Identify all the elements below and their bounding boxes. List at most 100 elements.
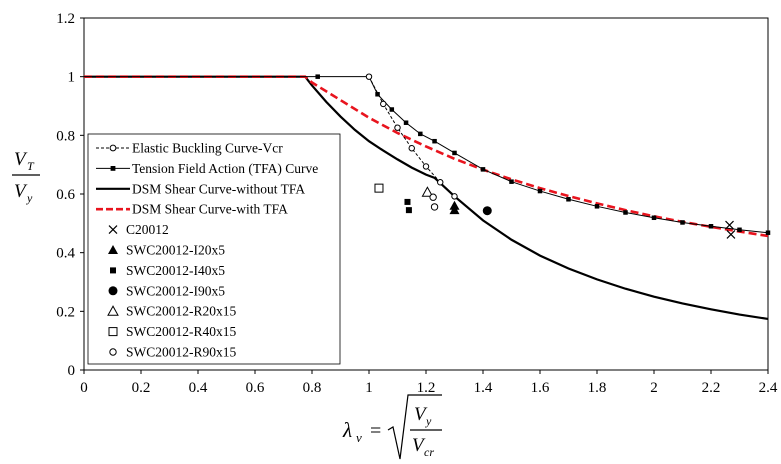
series-point — [375, 92, 380, 97]
series-point — [403, 120, 409, 125]
xlabel-den-sub: cr — [424, 445, 434, 459]
xlabel-den-main: V — [412, 435, 426, 456]
series-point — [566, 197, 571, 202]
data-point — [725, 220, 734, 230]
series-point — [408, 145, 415, 152]
series-point — [480, 167, 486, 172]
legend-item: C20012 — [108, 222, 169, 237]
series-point — [623, 210, 628, 215]
series-point — [432, 138, 437, 144]
series-point — [452, 150, 457, 156]
x-tick-label: 1.8 — [588, 380, 607, 396]
legend-item: SWC20012-I20x5 — [108, 243, 225, 258]
data-point — [430, 203, 439, 211]
y-tick-label: 1 — [68, 70, 76, 86]
legend-label: C20012 — [126, 222, 169, 237]
xlabel-lhs-main: λ — [342, 418, 352, 442]
x-tick-label: 0.6 — [246, 380, 265, 396]
series-point — [315, 74, 320, 79]
legend-item: SWC20012-R20x15 — [107, 304, 237, 319]
legend-marker — [108, 225, 118, 235]
legend-marker — [109, 144, 117, 152]
legend-label: SWC20012-I40x5 — [126, 263, 225, 278]
y-tick-label: 0.8 — [56, 128, 75, 144]
legend-box — [87, 133, 341, 365]
legend-item: Tension Field Action (TFA) Curve — [96, 161, 318, 176]
legend-marker — [109, 348, 117, 356]
data-point — [429, 193, 437, 201]
x-tick-label: 1.4 — [474, 380, 493, 396]
legend-marker — [108, 245, 118, 254]
series-point — [365, 73, 373, 80]
legend-item: SWC20012-I90x5 — [108, 283, 225, 298]
y-tick-label: 1.2 — [56, 11, 75, 27]
y-axis: 0 0.2 0.4 0.6 0.8 1 1.2 — [56, 11, 84, 379]
x-tick-label: 2.2 — [702, 380, 721, 396]
ylabel-num-main: V — [14, 149, 28, 170]
legend-label: SWC20012-R90x15 — [126, 345, 237, 360]
legend-label: Elastic Buckling Curve-Vcr — [132, 141, 283, 156]
x-tick-label: 2.4 — [759, 380, 778, 396]
legend-marker — [107, 305, 119, 316]
x-axis-label: λ v = V y V cr — [342, 394, 442, 460]
series-line — [84, 75, 769, 321]
xlabel-num-sub: y — [425, 414, 432, 428]
series-point — [594, 204, 600, 209]
legend-item: SWC20012-R90x15 — [109, 345, 237, 360]
x-tick-label: 1.2 — [417, 380, 436, 396]
points-layer — [374, 183, 736, 239]
ylabel-den-main: V — [14, 181, 28, 202]
legend-item: SWC20012-I40x5 — [110, 263, 225, 278]
legend-label: DSM Shear Curve-without TFA — [132, 181, 305, 196]
data-point — [482, 206, 492, 216]
xlabel-lhs-sub: v — [356, 430, 362, 445]
x-tick-label: 0.4 — [189, 380, 208, 396]
series-point — [437, 179, 444, 186]
legend-label: SWC20012-I20x5 — [126, 243, 225, 258]
y-tick-label: 0.6 — [56, 187, 75, 203]
series-point — [537, 188, 543, 194]
legend-marker — [110, 267, 116, 274]
legend-item: DSM Shear Curve-without TFA — [96, 181, 305, 196]
data-point — [374, 183, 384, 193]
data-point — [404, 198, 411, 205]
legend-item: DSM Shear Curve-with TFA — [96, 202, 288, 217]
legend-label: SWC20012-R40x15 — [126, 324, 237, 339]
ylabel-num-sub: T — [27, 159, 35, 173]
series-point — [389, 107, 395, 112]
legend-label: DSM Shear Curve-with TFA — [132, 202, 288, 217]
x-axis: 0 0.2 0.4 0.6 0.8 1 1.2 1.4 1.6 1.8 2 2.2 2.4 — [80, 370, 778, 396]
y-tick-label: 0.2 — [56, 304, 75, 320]
x-tick-label: 2 — [650, 380, 658, 396]
series-point — [765, 230, 771, 235]
data-point — [726, 230, 736, 239]
legend-label: Tension Field Action (TFA) Curve — [132, 161, 318, 176]
series-point — [680, 220, 685, 225]
legend-item: Elastic Buckling Curve-Vcr — [96, 141, 283, 156]
series-point — [418, 131, 423, 137]
legend-label: SWC20012-R20x15 — [126, 304, 237, 319]
x-tick-label: 0.8 — [303, 380, 322, 396]
series-layer — [84, 73, 771, 321]
y-axis-label: V T V y — [12, 149, 40, 205]
xlabel-num-main: V — [414, 404, 428, 425]
data-point — [421, 186, 434, 197]
ylabel-den-sub: y — [26, 191, 33, 205]
series-point — [380, 100, 387, 108]
legend-label: SWC20012-I90x5 — [126, 283, 225, 298]
series-point — [708, 224, 714, 229]
legend-marker — [108, 327, 118, 337]
series-point — [451, 193, 458, 200]
series-point — [737, 227, 742, 233]
xlabel-equals: = — [370, 420, 381, 442]
legend-item: SWC20012-R40x15 — [108, 324, 237, 339]
series-point — [651, 215, 657, 221]
legend: Elastic Buckling Curve-Vcr Tension Field … — [87, 133, 341, 365]
xlabel-sqrt-sign — [387, 394, 442, 460]
data-point — [405, 207, 412, 214]
y-tick-label: 0.4 — [56, 246, 75, 262]
x-tick-label: 1.6 — [531, 380, 550, 396]
legend-marker — [108, 286, 118, 296]
y-tick-label: 0 — [68, 363, 76, 379]
